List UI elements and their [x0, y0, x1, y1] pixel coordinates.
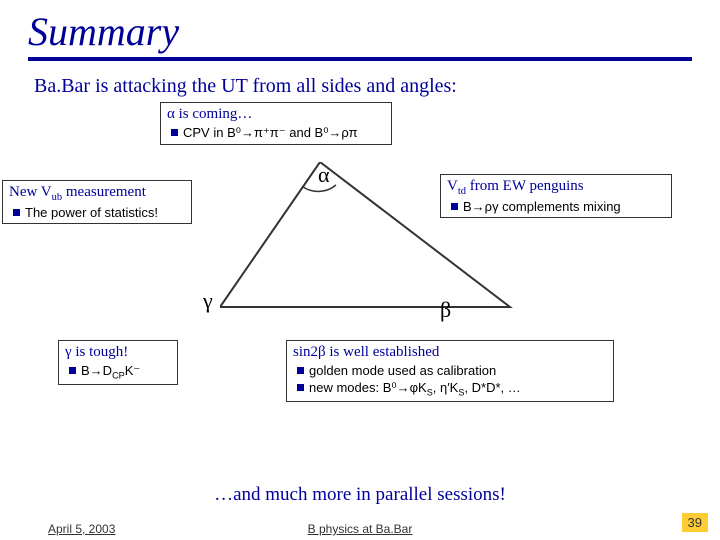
alpha-heading: α is coming… — [167, 106, 385, 123]
slide-subtitle: Ba.Bar is attacking the UT from all side… — [0, 61, 720, 98]
gamma-b-pre: B→D — [81, 363, 112, 378]
box-gamma: γ is tough! B→DCPK⁻ — [58, 340, 178, 385]
box-vub: New Vub measurement The power of statist… — [2, 180, 192, 224]
unitarity-triangle — [220, 162, 520, 327]
alpha-bullet-text: CPV in B⁰→π⁺π⁻ and B⁰→ρπ — [183, 125, 358, 140]
alpha-bullet: CPV in B⁰→π⁺π⁻ and B⁰→ρπ — [167, 125, 385, 141]
vub-h-post: measurement — [62, 184, 146, 200]
vertex-alpha: α — [318, 162, 330, 188]
gamma-bullet: B→DCPK⁻ — [65, 363, 171, 381]
vertex-beta: β — [440, 297, 451, 323]
gamma-b-post: K⁻ — [125, 363, 141, 378]
sin2b-heading: sin2β is well established — [293, 344, 607, 361]
slide-title: Summary — [28, 8, 720, 55]
vub-bullet: The power of statistics! — [9, 205, 185, 220]
box-alpha-coming: α is coming… CPV in B⁰→π⁺π⁻ and B⁰→ρπ — [160, 102, 392, 145]
vub-heading: New Vub measurement — [9, 184, 185, 203]
bullet-icon — [13, 209, 20, 216]
sin2b-b2-pre: new modes: B⁰→φK — [309, 380, 427, 395]
bullet-icon — [171, 129, 178, 136]
vub-h-sub: ub — [52, 192, 63, 203]
sin2b-b1-text: golden mode used as calibration — [309, 363, 496, 378]
conclusion-text: …and much more in parallel sessions! — [0, 484, 720, 506]
bullet-icon — [69, 367, 76, 374]
footer: April 5, 2003 B physics at Ba.Bar 39 — [0, 522, 720, 536]
sin2b-b2-d: , D*D*, … — [464, 380, 520, 395]
sin2b-b2-mid: , η′K — [433, 380, 459, 395]
bullet-icon — [297, 384, 304, 391]
vertex-gamma: γ — [203, 288, 213, 314]
vub-h-pre: New V — [9, 184, 52, 200]
triangle-svg — [220, 162, 520, 322]
box-sin2beta: sin2β is well established golden mode us… — [286, 340, 614, 402]
gamma-heading: γ is tough! — [65, 344, 171, 361]
sin2b-bullet2: new modes: B⁰→φKS, η′KS, D*D*, … — [293, 380, 607, 398]
gamma-b-sub: CP — [112, 371, 125, 381]
vub-bullet-text: The power of statistics! — [25, 205, 158, 220]
page-number: 39 — [682, 513, 708, 532]
content-area: α is coming… CPV in B⁰→π⁺π⁻ and B⁰→ρπ Ne… — [0, 102, 720, 462]
triangle-polygon — [220, 162, 510, 307]
sin2b-bullet1: golden mode used as calibration — [293, 363, 607, 378]
bullet-icon — [297, 367, 304, 374]
footer-date: April 5, 2003 — [48, 522, 115, 536]
